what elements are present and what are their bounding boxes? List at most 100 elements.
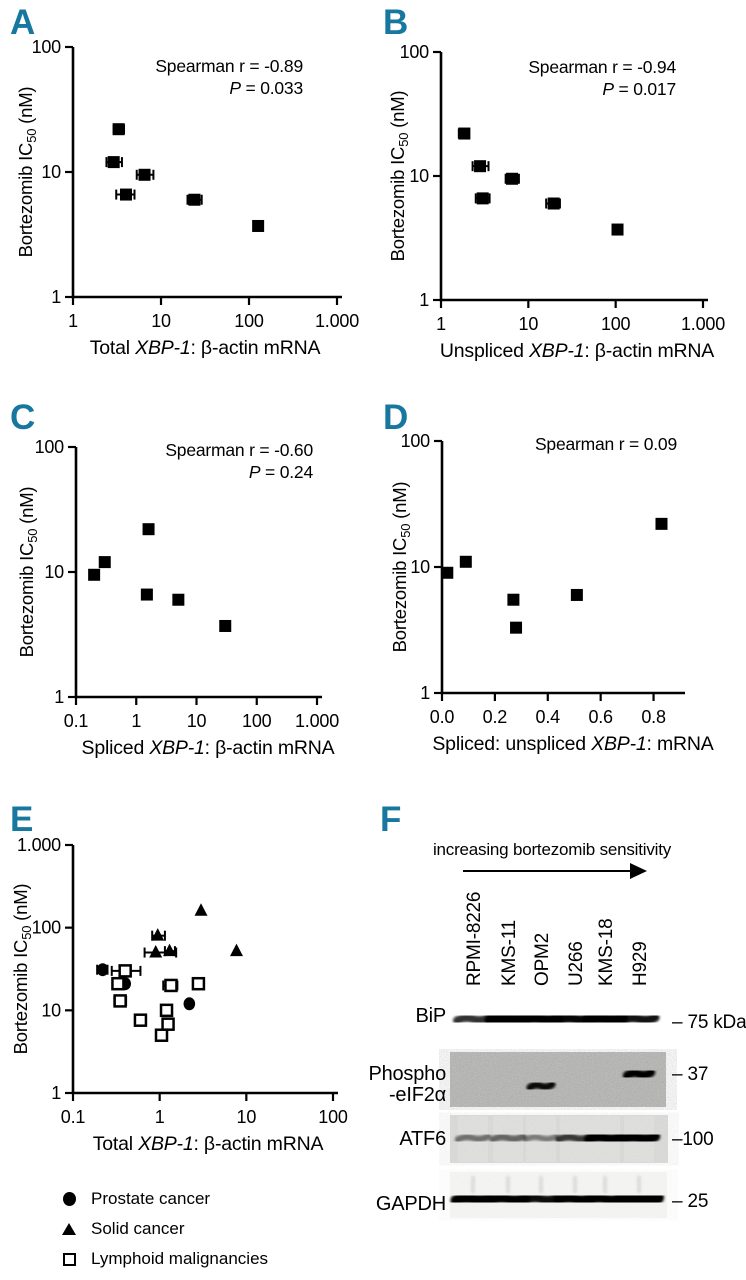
- x-tick-label: 10: [519, 314, 539, 334]
- lane-ghost: [637, 1176, 641, 1193]
- lane-ghost: [573, 1176, 577, 1193]
- y-tick-label: 1: [54, 687, 64, 707]
- sensitivity-arrow-caption: increasing bortezomib sensitivity: [433, 840, 672, 859]
- y-tick-label: 10: [44, 562, 64, 582]
- data-point: [164, 978, 178, 993]
- data-point: [194, 903, 208, 916]
- panel-f-letter: F: [380, 800, 401, 839]
- data-point: [655, 517, 668, 530]
- x-tick-label: 0.8: [641, 707, 666, 727]
- protein-band: [523, 1133, 559, 1143]
- protein-band: [618, 1013, 660, 1025]
- data-point: [505, 172, 518, 185]
- x-axis-label: Spliced: unspliced XBP-1: mRNA: [432, 733, 713, 755]
- x-axis-label: Unspliced XBP-1: β-actin mRNA: [440, 340, 714, 362]
- panel-a-letter: A: [10, 3, 35, 42]
- x-tick-label: 10: [151, 311, 171, 331]
- marker-legend: Prostate cancer Solid cancer Lymphoid mali…: [60, 1184, 268, 1274]
- data-point: [441, 566, 454, 579]
- lane-label: KMS-11: [499, 920, 520, 986]
- x-tick-label: 0.2: [483, 707, 508, 727]
- panel-c-letter: C: [10, 398, 35, 437]
- molecular-weight-marker: – 75 kDa: [672, 1012, 746, 1033]
- protein-band: [518, 1012, 564, 1026]
- y-tick-label: 10: [409, 166, 429, 186]
- x-axis-label: Spliced XBP-1: β-actin mRNA: [82, 737, 335, 759]
- x-tick-label: 1: [155, 1107, 165, 1127]
- data-point: [172, 593, 185, 606]
- data-point: [151, 928, 165, 941]
- x-tick-label: 0.1: [61, 1107, 86, 1127]
- data-point: [510, 621, 523, 634]
- blot-row-label: Phospho: [368, 1063, 446, 1085]
- panel-d-scatter-chart: 0.0 0.2 0.4 0.6 0.8 1 10 100 Spliced: unspliced …: [389, 431, 714, 755]
- y-tick-label: 100: [400, 42, 430, 62]
- molecular-weight-marker: – 37: [672, 1064, 708, 1085]
- y-axis-label: Bortezomib IC50 (nM): [389, 482, 413, 653]
- data-point: [113, 994, 127, 1008]
- x-tick-label: 10: [237, 1107, 257, 1127]
- y-tick-label: 1: [51, 287, 61, 307]
- lane-ghost: [506, 1176, 510, 1193]
- legend-item: Lymphoid malignancies: [60, 1244, 268, 1274]
- data-point: [458, 127, 471, 140]
- x-axis-label: Total XBP-1: β-actin mRNA: [90, 337, 321, 359]
- data-point: [159, 1003, 174, 1018]
- blot-row-label: BiP: [415, 1005, 446, 1027]
- data-point: [252, 219, 265, 232]
- x-tick-label: 0.6: [588, 707, 613, 727]
- protein-band: [584, 1131, 626, 1145]
- protein-band: [454, 1133, 492, 1143]
- y-tick-label: 100: [35, 437, 65, 457]
- lane-label: U266: [566, 941, 587, 986]
- protein-band: [622, 1068, 656, 1080]
- stats-annotation: P = 0.033: [229, 78, 303, 98]
- x-tick-label: 1: [68, 311, 78, 331]
- data-point: [154, 1028, 169, 1042]
- x-tick-label: 100: [318, 1107, 348, 1127]
- x-tick-label: 10: [187, 711, 207, 731]
- y-axis-label: Bortezomib IC50 (nM): [15, 87, 39, 258]
- stats-annotation: Spearman r = -0.60: [165, 440, 313, 460]
- lane-label: OPM2: [532, 933, 553, 986]
- panel-d-letter: D: [383, 398, 408, 437]
- molecular-weight-marker: – 25: [672, 1191, 708, 1212]
- open-square-icon: [60, 1252, 78, 1266]
- data-point: [138, 168, 151, 181]
- blot-row-label: ATF6: [399, 1128, 446, 1150]
- x-tick-label: 0.1: [64, 711, 89, 731]
- panel-b-letter: B: [383, 3, 408, 42]
- data-point: [229, 943, 243, 957]
- data-point: [191, 976, 206, 991]
- y-tick-label: 100: [401, 431, 431, 451]
- data-point: [188, 193, 201, 206]
- data-point: [219, 619, 232, 632]
- lane-label: H929: [630, 941, 651, 986]
- legend-item: Prostate cancer: [60, 1184, 268, 1214]
- data-point: [88, 568, 101, 581]
- legend-item: Solid cancer: [60, 1214, 268, 1244]
- lane-ghost: [471, 1176, 475, 1193]
- data-point: [98, 556, 111, 569]
- y-tick-label: 10: [410, 557, 430, 577]
- panel-f-western-blot: increasing bortezomib sensitivity RPMI-82…: [368, 840, 746, 1218]
- y-axis-label: Bortezomib IC50 (nM): [10, 884, 34, 1055]
- protein-band: [450, 1192, 496, 1206]
- data-point: [107, 156, 120, 169]
- data-point: [161, 1017, 175, 1031]
- y-tick-label: 10: [41, 162, 61, 182]
- data-point: [163, 943, 177, 957]
- data-point: [118, 964, 132, 978]
- x-tick-label: 100: [234, 311, 264, 331]
- protein-band: [526, 1080, 556, 1092]
- data-point: [119, 188, 132, 201]
- y-tick-label: 100: [32, 918, 62, 938]
- blot-row-label: -eIF2α: [389, 1084, 446, 1106]
- protein-band: [453, 1013, 493, 1025]
- x-axis-label: Total XBP-1: β-actin mRNA: [93, 1133, 324, 1155]
- arrow-head-icon: [630, 863, 647, 879]
- protein-band: [486, 1192, 530, 1206]
- stats-annotation: Spearman r = 0.09: [535, 434, 677, 454]
- x-tick-label: 0.0: [430, 707, 455, 727]
